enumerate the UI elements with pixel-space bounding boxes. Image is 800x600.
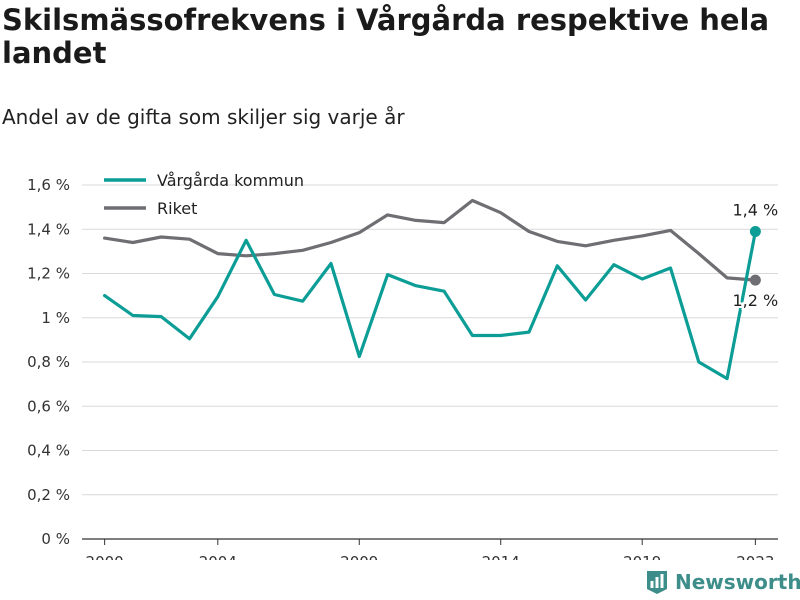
grid-lines [82,184,778,540]
chart-title: Skilsmässofrekvens i Vårgårda respektive… [2,3,770,70]
y-tick-label: 0,8 % [27,353,70,371]
y-tick-label: 1,2 % [27,265,70,283]
legend: Vårgårda kommun Riket [104,171,304,218]
legend-label: Vårgårda kommun [157,171,304,190]
series-end-label: 1,4 % [732,200,778,219]
x-tick-label: 2004 [199,553,237,560]
series-end-label: 1,2 % [732,291,778,310]
y-tick-label: 0,4 % [27,442,70,460]
y-tick-label: 1,4 % [27,220,70,238]
y-tick-label: 1 % [41,309,70,327]
y-tick-label: 1,6 % [27,176,70,194]
y-tick-label: 0 % [41,530,70,548]
x-tick-label: 2000 [86,553,124,560]
series-lines [102,198,761,381]
series-end-point [749,225,761,237]
brand-logo: Newsworthy [645,567,800,597]
x-tick-label: 2019 [623,553,661,560]
series-line [102,198,758,282]
series-end-point [749,274,761,286]
x-tick-label: 2009 [340,553,378,560]
bar-chart-logo-icon [647,571,667,594]
chart-subtitle: Andel av de gifta som skiljer sig varje … [2,105,405,129]
x-tick-label: 2023 [736,553,774,560]
y-tick-label: 0,2 % [27,486,70,504]
end-labels: 1,4 % 1,2 % [730,198,780,312]
legend-label: Riket [157,199,197,218]
y-axis-ticks: 0 % 0,2 % 0,4 % 0,6 % 0,8 % 1 % 1,2 % 1,4 % 1,6 … [27,176,70,548]
brand-name: Newsworthy [675,570,800,594]
series-line [102,229,758,381]
y-tick-label: 0,6 % [27,397,70,415]
x-tick-label: 2014 [482,553,520,560]
line-chart: 0 % 0,2 % 0,4 % 0,6 % 0,8 % 1 % 1,2 % 1,4 % 1,6 … [27,171,780,560]
x-axis: 2000 2004 2009 2014 2019 2023 [86,539,774,560]
